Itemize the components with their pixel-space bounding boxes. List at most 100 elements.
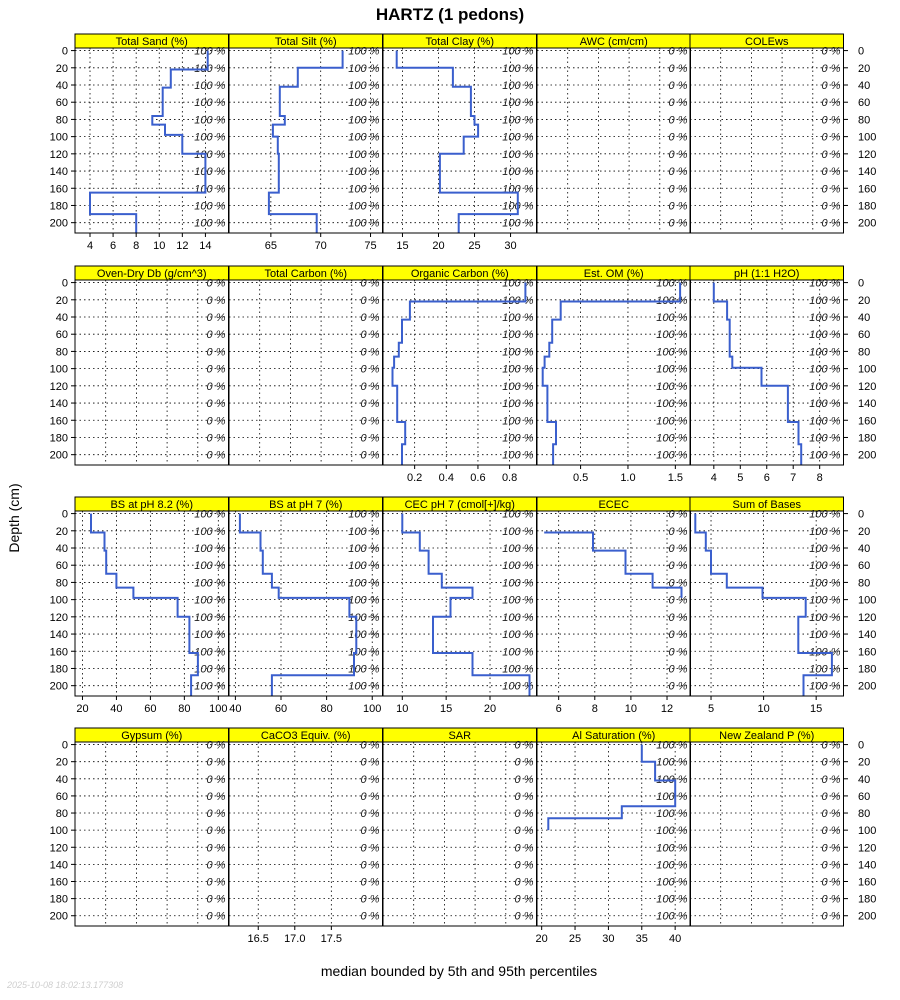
x-tick-label: 8 (133, 240, 139, 252)
pct-label: 0 % (361, 415, 380, 427)
pct-label: 100 % (348, 97, 379, 109)
x-tick-label: 65 (265, 240, 277, 252)
y-tick-label: 200 (858, 450, 876, 462)
pct-label: 0 % (669, 629, 688, 641)
pct-label: 100 % (194, 80, 225, 92)
pct-label: 100 % (194, 595, 225, 607)
y-tick-label: 40 (56, 80, 68, 92)
pct-label: 100 % (348, 149, 379, 161)
pct-label: 0 % (361, 774, 380, 786)
y-tick-label: 20 (56, 63, 68, 75)
pct-label: 0 % (361, 876, 380, 888)
panel: BS at pH 7 (%) 100 % 100 % 100 % 100 % 100 % 1… (228, 496, 383, 715)
y-tick-label: 180 (50, 200, 68, 212)
panel-title: SAR (448, 730, 471, 742)
pct-label: 100 % (194, 63, 225, 75)
y-tick-label: 0 (62, 740, 68, 752)
x-tick-label: 20 (536, 933, 548, 945)
x-tick-label: 7 (790, 472, 796, 484)
pct-label: 0 % (207, 346, 226, 358)
pct-label: 0 % (669, 663, 688, 675)
pct-label: 0 % (207, 329, 226, 341)
pct-label: 0 % (361, 398, 380, 410)
pct-label: 0 % (822, 166, 841, 178)
x-tick-label: 70 (315, 240, 327, 252)
pct-label: 0 % (515, 740, 534, 752)
y-tick-label: 180 (858, 663, 876, 675)
pct-label: 0 % (822, 149, 841, 161)
x-tick-label: 20 (76, 703, 88, 715)
pct-label: 100 % (809, 278, 840, 290)
panel-title: AWC (cm/cm) (580, 36, 648, 48)
y-tick-label: 80 (56, 346, 68, 358)
y-tick-label: 80 (858, 114, 870, 126)
pct-label: 100 % (656, 278, 687, 290)
pct-label: 0 % (669, 200, 688, 212)
y-tick-label: 60 (56, 560, 68, 572)
pct-label: 0 % (822, 97, 841, 109)
pct-label: 100 % (194, 200, 225, 212)
x-tick-label: 10 (153, 240, 165, 252)
pct-label: 100 % (194, 543, 225, 555)
pct-label: 0 % (669, 183, 688, 195)
y-tick-label: 100 (858, 825, 876, 837)
pct-label: 100 % (348, 200, 379, 212)
x-tick-label: 40 (669, 933, 681, 945)
y-tick-label: 160 (858, 646, 876, 658)
pct-label: 100 % (348, 166, 379, 178)
pct-label: 100 % (194, 526, 225, 538)
y-tick-label: 180 (50, 663, 68, 675)
pct-label: 100 % (656, 450, 687, 462)
pct-label: 0 % (361, 450, 380, 462)
pct-label: 100 % (502, 577, 533, 589)
pct-label: 0 % (361, 740, 380, 752)
x-tick-label: 20 (484, 703, 496, 715)
y-tick-label: 40 (56, 543, 68, 555)
pct-label: 0 % (361, 312, 380, 324)
pct-label: 0 % (515, 859, 534, 871)
x-tick-label: 20 (432, 240, 444, 252)
y-tick-label: 0 (62, 509, 68, 521)
pct-label: 0 % (207, 381, 226, 393)
pct-label: 0 % (207, 295, 226, 307)
pct-label: 100 % (656, 757, 687, 769)
pct-label: 100 % (809, 577, 840, 589)
y-tick-label: 80 (56, 114, 68, 126)
x-tick-label: 100 (363, 703, 381, 715)
pct-label: 0 % (515, 825, 534, 837)
pct-label: 100 % (194, 97, 225, 109)
y-tick-label: 60 (56, 97, 68, 109)
pct-label: 100 % (656, 364, 687, 376)
pct-label: 100 % (809, 364, 840, 376)
pct-label: 0 % (361, 329, 380, 341)
pct-label: 0 % (669, 97, 688, 109)
y-tick-label: 100 (50, 825, 68, 837)
pct-label: 0 % (822, 114, 841, 126)
pct-label: 100 % (809, 629, 840, 641)
pct-label: 100 % (194, 218, 225, 230)
pct-label: 100 % (502, 63, 533, 75)
y-tick-label: 200 (50, 218, 68, 230)
pct-label: 100 % (809, 526, 840, 538)
pct-label: 0 % (207, 364, 226, 376)
pct-label: 0 % (207, 450, 226, 462)
y-tick-label: 180 (858, 200, 876, 212)
panel: Al Saturation (%)100 %100 %100 %100 %100… (536, 727, 691, 945)
y-tick-label: 60 (56, 791, 68, 803)
panel-title: New Zealand P (%) (719, 730, 814, 742)
panel-title: Gypsum (%) (121, 730, 182, 742)
panel: BS at pH 8.2 (%)100 %100 %100 %100 %100 … (74, 496, 229, 715)
y-tick-label: 180 (858, 894, 876, 906)
y-tick-label: 160 (50, 415, 68, 427)
pct-label: 0 % (822, 63, 841, 75)
x-tick-label: 1.5 (668, 472, 683, 484)
pct-label: 100 % (348, 543, 379, 555)
x-tick-label: 15 (396, 240, 408, 252)
pct-label: 100 % (502, 612, 533, 624)
pct-label: 100 % (656, 791, 687, 803)
pct-label: 0 % (669, 218, 688, 230)
pct-label: 100 % (348, 183, 379, 195)
y-tick-label: 120 (50, 612, 68, 624)
x-tick-label: 0.8 (502, 472, 517, 484)
pct-label: 100 % (502, 432, 533, 444)
